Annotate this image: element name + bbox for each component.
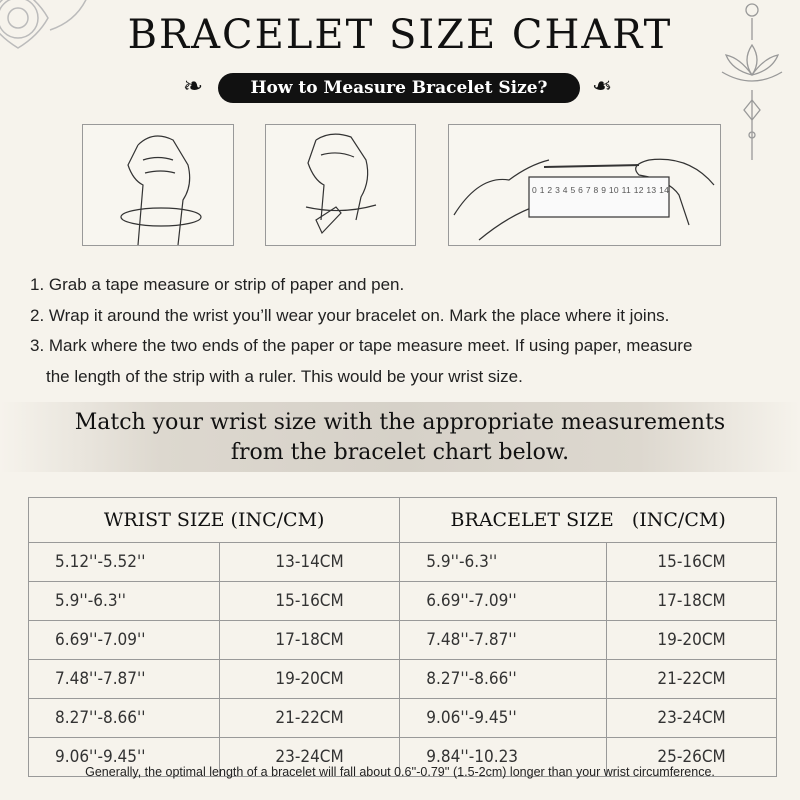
mandala-corner-icon (0, 0, 87, 49)
illustration-mark-wrist (265, 124, 416, 246)
table-row: 6.69''-7.09'' 17-18CM 7.48''-7.87'' 19-20CM (28, 620, 777, 660)
bracelet-inches-cell: 8.27''-8.66'' (399, 659, 608, 699)
swirl-left-icon: ❧ (183, 73, 204, 100)
bracelet-inches-cell: 6.69''-7.09'' (399, 581, 608, 621)
step-1: 1. Grab a tape measure or strip of paper… (30, 275, 405, 294)
lotus-ornament-icon (721, 3, 783, 160)
step-3: 3. Mark where the two ends of the paper … (30, 336, 693, 355)
bracelet-cm-cell: 19-20CM (606, 620, 777, 660)
wrist-inches-cell: 5.9''-6.3'' (28, 581, 220, 621)
bracelet-cm-cell: 15-16CM (606, 542, 777, 582)
illustration-hand-wrap (82, 124, 234, 246)
bracelet-cm-cell: 17-18CM (606, 581, 777, 621)
bracelet-inches-cell: 9.84''-10.23 (399, 737, 608, 777)
illustration-ruler: 0 1 2 3 4 5 6 7 8 9 10 11 12 13 14 (448, 124, 721, 246)
bracelet-cm-cell: 23-24CM (606, 698, 777, 738)
page-title: BRACELET SIZE CHART (127, 12, 673, 58)
subtitle-pill: How to Measure Bracelet Size? (218, 73, 580, 103)
banner-line-1: Match your wrist size with the appropria… (74, 410, 726, 435)
table-row: 9.06''-9.45'' 23-24CM 9.84''-10.23 25-26CM (28, 737, 777, 777)
wrist-inches-cell: 7.48''-7.87'' (28, 659, 220, 699)
wrist-cm-cell: 21-22CM (218, 698, 401, 738)
bracelet-cm-cell: 21-22CM (606, 659, 777, 699)
wrist-cm-cell: 15-16CM (218, 581, 401, 621)
wrist-inches-cell: 5.12''-5.52'' (28, 542, 220, 582)
banner-line-2: from the bracelet chart below. (230, 440, 570, 465)
ruler-numbers: 0 1 2 3 4 5 6 7 8 9 10 11 12 13 14 (532, 185, 670, 195)
match-banner: Match your wrist size with the appropria… (0, 402, 800, 472)
wrist-cm-cell: 19-20CM (218, 659, 401, 699)
swirl-right-icon: ❧ (592, 73, 613, 100)
bracelet-inches-cell: 7.48''-7.87'' (399, 620, 608, 660)
bracelet-inches-cell: 9.06''-9.45'' (399, 698, 608, 738)
table-row: 8.27''-8.66'' 21-22CM 9.06''-9.45'' 23-24CM (28, 698, 777, 738)
header-wrist-size: WRIST SIZE (INC/CM) (27, 497, 401, 543)
wrist-cm-cell: 23-24CM (218, 737, 401, 777)
wrist-cm-cell: 13-14CM (218, 542, 401, 582)
footnote: Generally, the optimal length of a brace… (85, 765, 715, 779)
table-row: 5.12''-5.52'' 13-14CM 5.9''-6.3'' 15-16CM (28, 542, 777, 582)
wrist-cm-cell: 17-18CM (218, 620, 401, 660)
wrist-inches-cell: 6.69''-7.09'' (28, 620, 220, 660)
bracelet-cm-cell: 25-26CM (606, 737, 777, 777)
instructions-list: 1. Grab a tape measure or strip of paper… (30, 270, 692, 392)
header-bracelet-size: BRACELET SIZE (INC/CM) (399, 497, 777, 543)
table-header-row: WRIST SIZE (INC/CM) BRACELET SIZE (INC/C… (27, 497, 777, 543)
step-3-continued: the length of the strip with a ruler. Th… (46, 366, 523, 386)
step-2: 2. Wrap it around the wrist you’ll wear … (30, 305, 670, 325)
wrist-inches-cell: 8.27''-8.66'' (28, 698, 220, 738)
bracelet-inches-cell: 5.9''-6.3'' (399, 542, 608, 582)
size-table: WRIST SIZE (INC/CM) BRACELET SIZE (INC/C… (27, 497, 777, 777)
table-row: 7.48''-7.87'' 19-20CM 8.27''-8.66'' 21-22CM (28, 659, 777, 699)
wrist-inches-cell: 9.06''-9.45'' (28, 737, 220, 777)
table-row: 5.9''-6.3'' 15-16CM 6.69''-7.09'' 17-18CM (28, 581, 777, 621)
